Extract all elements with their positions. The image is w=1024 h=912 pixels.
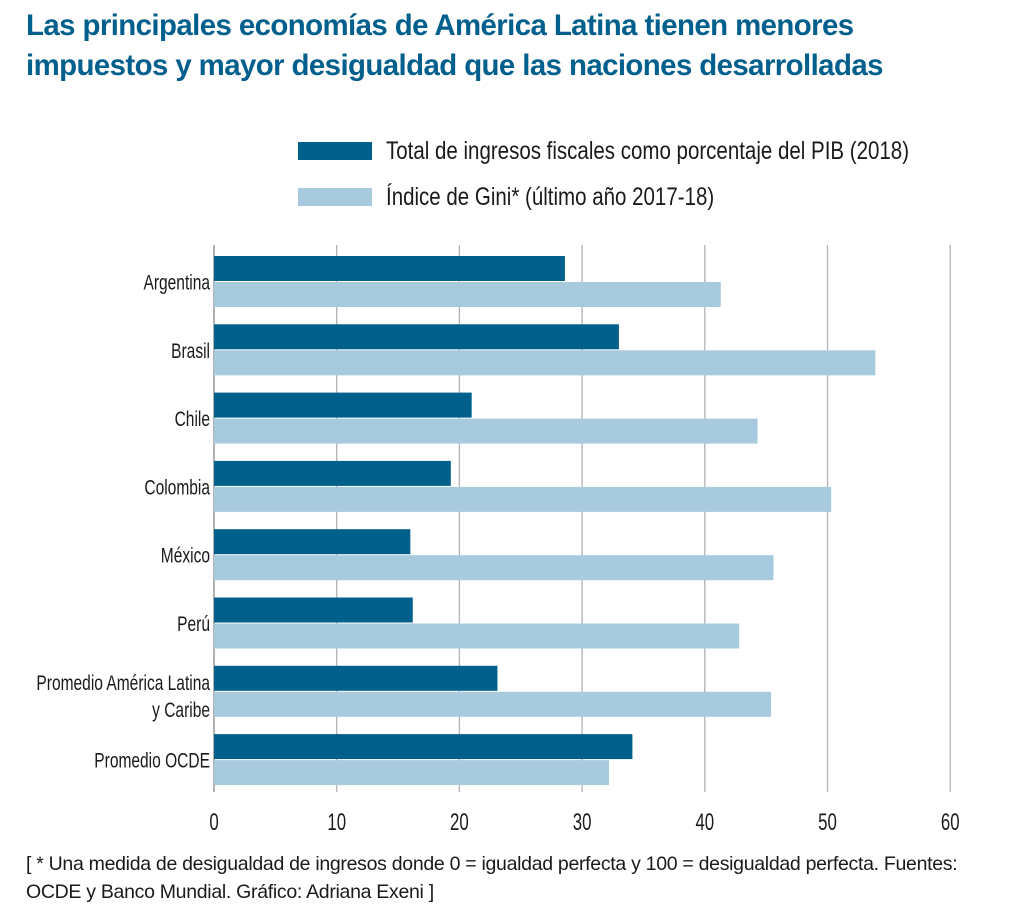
bar-gini (214, 691, 772, 717)
category-label: Brasil (171, 338, 210, 362)
x-tick-label: 60 (941, 809, 960, 836)
bar-gini (214, 350, 876, 376)
footnote: [ * Una medida de desigualdad de ingreso… (26, 853, 958, 903)
bar-gini (214, 418, 758, 444)
category-labels: Argentina Brasil Chile Colombia México Perú Pr… (36, 270, 210, 772)
x-tick-label: 0 (209, 809, 218, 836)
category-label: Chile (175, 407, 210, 431)
x-tick-label: 10 (327, 809, 346, 836)
bar-gini (214, 486, 832, 512)
x-tick-label: 30 (573, 809, 592, 836)
legend-label-tax-revenue: Total de ingresos fiscales como porcenta… (386, 136, 910, 165)
chart-title: Las principales economías de América Lat… (26, 9, 883, 82)
bars (214, 256, 876, 786)
legend-label-gini: Índice de Gini* (último año 2017-18) (386, 182, 715, 211)
legend-swatch-gini (298, 188, 372, 206)
x-tick-label: 50 (818, 809, 837, 836)
bar-tax-revenue (214, 529, 411, 555)
legend-item-tax-revenue: Total de ingresos fiscales como porcenta… (298, 128, 1024, 174)
bar-gini (214, 555, 774, 581)
bar-tax-revenue (214, 392, 472, 418)
bar-tax-revenue (214, 734, 633, 760)
x-axis-ticks: 0 10 20 30 40 50 60 (209, 809, 959, 836)
category-label: Perú (177, 612, 210, 636)
bar-tax-revenue (214, 597, 413, 623)
category-label: Promedio OCDE (94, 748, 210, 772)
category-label: Promedio América Latina (36, 670, 210, 694)
category-label: Argentina (143, 270, 210, 294)
legend-item-gini: Índice de Gini* (último año 2017-18) (298, 174, 1024, 220)
bar-tax-revenue (214, 460, 451, 486)
legend: Total de ingresos fiscales como porcenta… (298, 128, 1024, 220)
x-tick-label: 20 (450, 809, 469, 836)
bar-tax-revenue (214, 665, 498, 691)
legend-swatch-tax-revenue (298, 142, 372, 160)
x-tick-label: 40 (695, 809, 714, 836)
bar-gini (214, 760, 610, 786)
category-label: y Caribe (152, 697, 210, 721)
category-label: Colombia (144, 475, 210, 499)
bar-tax-revenue (214, 256, 565, 281)
bar-tax-revenue (214, 324, 619, 350)
category-label: México (161, 543, 210, 567)
bar-gini (214, 623, 740, 649)
bar-gini (214, 282, 721, 307)
